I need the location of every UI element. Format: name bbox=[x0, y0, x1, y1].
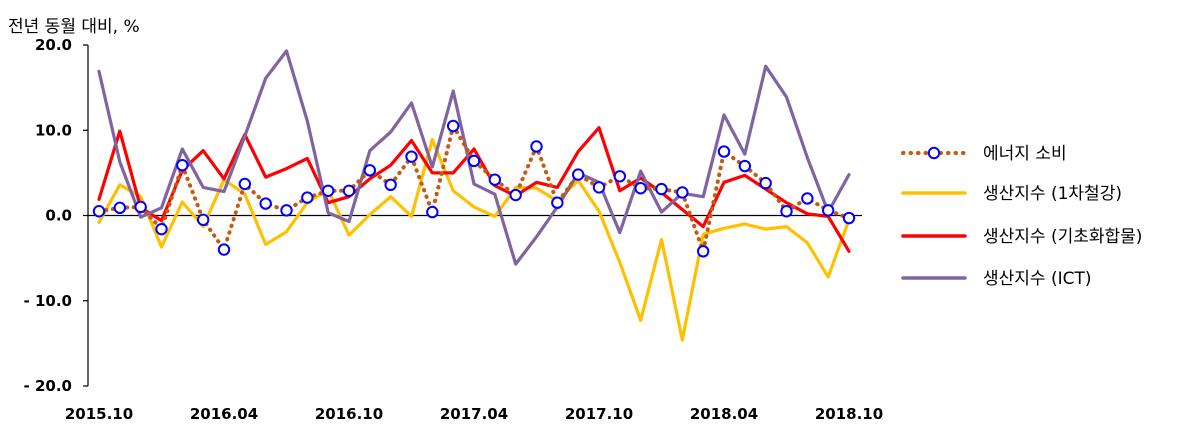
x-tick-label: 2018.04 bbox=[690, 405, 758, 423]
series-0-point bbox=[134, 200, 147, 214]
series-line-3 bbox=[97, 49, 851, 266]
y-tick-label: - 10.0 bbox=[24, 292, 72, 310]
x-tick-label: 2017.10 bbox=[565, 405, 633, 423]
series-0-point bbox=[655, 182, 668, 196]
series-line-1 bbox=[97, 138, 851, 342]
y-tick-label: - 20.0 bbox=[24, 377, 72, 395]
series-0-point bbox=[696, 245, 710, 258]
legend-label-3: 생산지수 (ICT) bbox=[983, 269, 1092, 289]
series-0-point bbox=[467, 154, 481, 168]
series-0-point bbox=[321, 184, 335, 197]
series-0-point bbox=[634, 182, 647, 195]
series-0-point bbox=[342, 184, 356, 197]
chart-series-layer bbox=[92, 49, 856, 342]
series-0-point bbox=[384, 178, 397, 192]
series-0-point bbox=[196, 213, 210, 226]
y-tick-label: 0.0 bbox=[45, 207, 72, 225]
series-0-point bbox=[363, 164, 377, 177]
legend-label-2: 생산지수 (기초화합물) bbox=[983, 227, 1142, 247]
series-0-point bbox=[155, 222, 168, 236]
series-line-2 bbox=[97, 126, 851, 253]
x-tick-label: 2016.10 bbox=[315, 405, 383, 423]
x-tick-label: 2017.04 bbox=[440, 405, 508, 423]
y-tick-label: 10.0 bbox=[35, 121, 72, 139]
series-0-point bbox=[676, 186, 689, 199]
series-0-point bbox=[92, 205, 106, 218]
legend-label-0: 에너지 소비 bbox=[983, 144, 1067, 164]
series-0-point bbox=[780, 205, 793, 218]
x-tick-label: 2015.10 bbox=[65, 405, 133, 423]
series-0-point bbox=[426, 205, 439, 219]
legend-marker-0 bbox=[927, 146, 941, 160]
series-0-point bbox=[530, 140, 543, 153]
y-tick-label: 20.0 bbox=[35, 36, 72, 54]
series-0-point bbox=[717, 145, 731, 158]
series-0-point bbox=[176, 159, 189, 172]
series-0-point bbox=[759, 176, 772, 190]
series-0-point bbox=[280, 204, 293, 217]
series-0-point bbox=[801, 192, 814, 205]
x-tick-label: 2018.10 bbox=[815, 405, 883, 423]
y-axis-unit-label: 전년 동월 대비, % bbox=[8, 17, 140, 37]
series-0-point bbox=[821, 204, 835, 217]
series-0-point bbox=[842, 211, 856, 225]
series-0-point bbox=[446, 119, 460, 133]
series-0-point bbox=[613, 170, 627, 183]
chart-axes: 20.0 10.0 0.0 - 10.0 - 20.0 2015.10 2016.04 201… bbox=[24, 36, 884, 423]
series-0-point bbox=[551, 196, 564, 209]
series-0-point bbox=[238, 177, 252, 191]
series-0-point bbox=[405, 150, 418, 163]
series-0-point bbox=[113, 201, 127, 215]
series-0-point bbox=[301, 191, 314, 204]
series-0-point bbox=[217, 243, 231, 256]
series-0-point bbox=[592, 181, 606, 194]
series-0-point bbox=[738, 159, 752, 173]
series-0-point bbox=[509, 188, 522, 202]
series-0-point bbox=[488, 173, 502, 186]
series-0-point bbox=[259, 197, 272, 210]
series-0-point bbox=[571, 168, 585, 181]
x-tick-label: 2016.04 bbox=[190, 405, 258, 423]
legend-label-1: 생산지수 (1차철강) bbox=[983, 184, 1122, 204]
